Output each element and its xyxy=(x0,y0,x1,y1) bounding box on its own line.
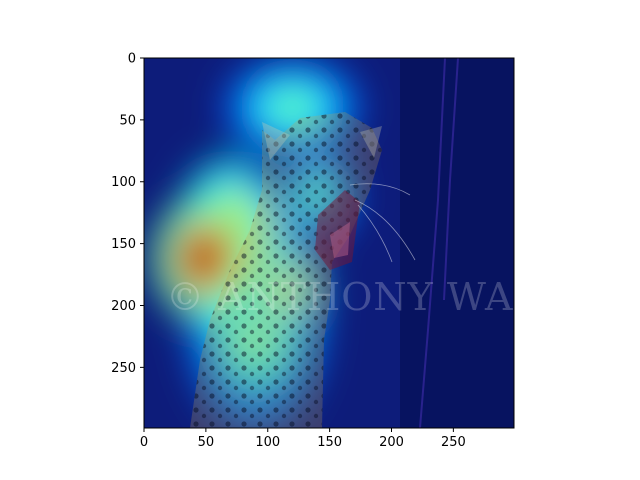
x-tick-label: 50 xyxy=(198,435,215,450)
x-tick-label: 100 xyxy=(255,435,280,450)
y-tick-label: 250 xyxy=(111,361,136,376)
y-tick-label: 200 xyxy=(111,299,136,314)
x-tick-label: 0 xyxy=(140,435,148,450)
watermark-text: © ANTHONY WARREN xyxy=(166,275,636,319)
plot-area: © ANTHONY WARREN xyxy=(144,58,636,428)
heat-region-1 xyxy=(272,92,313,123)
leopard-mouth xyxy=(315,190,360,270)
grass-stalks xyxy=(419,58,459,428)
leopard-image xyxy=(190,58,459,428)
y-tick-label: 50 xyxy=(119,113,136,128)
leopard-spots xyxy=(190,112,382,428)
leopard-ear-right xyxy=(360,126,382,158)
y-tick-label: 150 xyxy=(111,237,136,252)
leopard-whiskers xyxy=(349,183,416,263)
x-axis-ticks: 0 50 100 150 200 250 xyxy=(140,428,466,450)
x-tick-label: 200 xyxy=(379,435,404,450)
y-tick-label: 100 xyxy=(111,175,136,190)
leopard-tongue xyxy=(330,222,350,258)
heat-region-5 xyxy=(187,239,219,278)
axes: 0 50 100 150 200 250 0 50 100 150 200 250 xyxy=(111,52,515,450)
x-tick-label: 250 xyxy=(441,435,466,450)
leopard-ear-left xyxy=(262,122,290,160)
heatmap-dark-right xyxy=(400,58,514,428)
y-axis-ticks: 0 50 100 150 200 250 xyxy=(111,52,144,376)
axes-frame xyxy=(143,57,515,429)
y-tick-label: 0 xyxy=(128,52,136,67)
x-tick-label: 150 xyxy=(317,435,342,450)
